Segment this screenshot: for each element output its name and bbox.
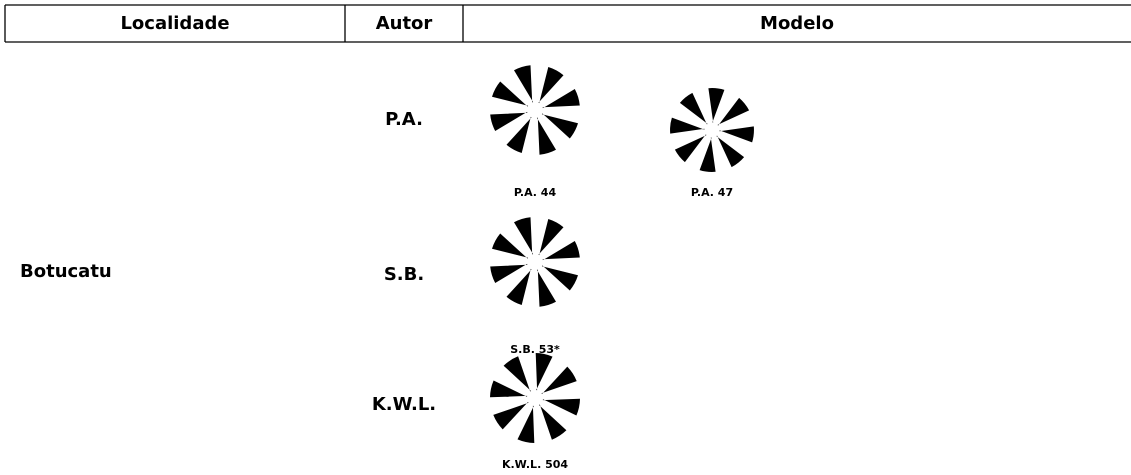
wedge [493,402,529,430]
wedge [490,111,528,131]
wedge [490,263,528,283]
wedge [514,217,534,255]
header-cell: Modelo [760,13,834,34]
wedge [679,92,708,125]
wedge [542,241,580,261]
wedge [490,380,528,398]
rosette-image [490,353,580,443]
wedge [541,366,577,394]
wedge [539,404,567,440]
wedge [542,89,580,109]
wedge [717,97,750,126]
wedge [541,113,578,139]
wedge [674,134,707,163]
wedge [719,126,754,143]
wedge [708,88,725,123]
caption: K.W.L. 504 [502,458,568,471]
author: S.B. [384,264,424,285]
wedge [492,233,529,259]
locality: Botucatu [20,261,112,282]
rosette-image [670,88,754,172]
wedge [541,265,578,291]
wedge [535,353,553,391]
header-cell: Localidade [120,13,229,34]
caption: S.B. 53* [510,343,560,356]
wedge [506,268,532,305]
caption: P.A. 44 [514,186,557,199]
rosette-image [490,65,580,155]
author: K.W.L. [372,394,436,415]
wedge [536,269,556,307]
wedge [716,135,745,168]
wedge [542,398,580,416]
caption: P.A. 47 [691,186,733,199]
author: P.A. [385,109,423,130]
wedge [538,67,564,104]
wedge [536,117,556,155]
wedge [699,137,716,172]
rosette-image [490,217,580,307]
wedge [503,356,531,392]
wedge [506,116,532,153]
wedge [538,219,564,256]
wedge [517,405,535,443]
wedge [514,65,534,103]
header-cell: Autor [376,13,433,34]
wedge [492,81,529,107]
wedge [670,117,705,134]
